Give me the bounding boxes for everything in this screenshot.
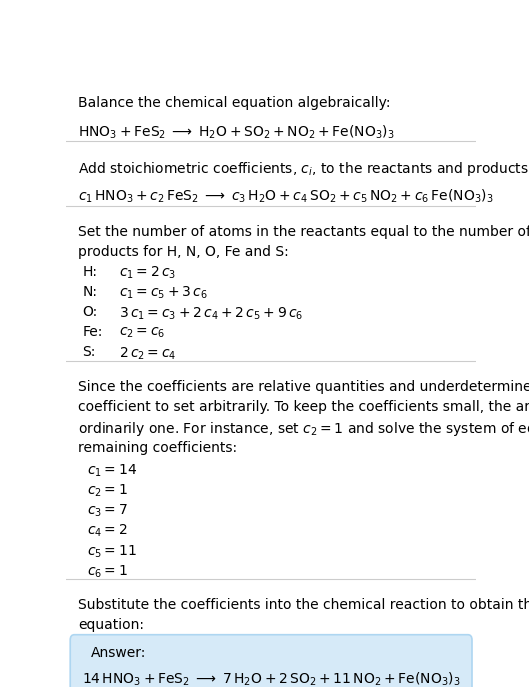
Text: $\mathrm{HNO_3 + FeS_2 \;\longrightarrow\; H_2O + SO_2 + NO_2 + Fe(NO_3)_3}$: $\mathrm{HNO_3 + FeS_2 \;\longrightarrow…	[78, 123, 395, 141]
Text: Fe:: Fe:	[83, 325, 103, 339]
Text: $c_1 = c_5 + 3\,c_6$: $c_1 = c_5 + 3\,c_6$	[120, 285, 208, 302]
Text: O:: O:	[83, 305, 98, 319]
FancyBboxPatch shape	[70, 635, 472, 687]
Text: $c_1 = 2\,c_3$: $c_1 = 2\,c_3$	[120, 265, 177, 282]
Text: H:: H:	[83, 265, 97, 279]
Text: $c_6 = 1$: $c_6 = 1$	[87, 563, 127, 580]
Text: remaining coefficients:: remaining coefficients:	[78, 440, 238, 455]
Text: Answer:: Answer:	[91, 646, 146, 660]
Text: N:: N:	[83, 285, 97, 299]
Text: $c_2 = c_6$: $c_2 = c_6$	[120, 325, 166, 339]
Text: S:: S:	[83, 346, 96, 359]
Text: $c_5 = 11$: $c_5 = 11$	[87, 543, 136, 560]
Text: Substitute the coefficients into the chemical reaction to obtain the balanced: Substitute the coefficients into the che…	[78, 598, 529, 612]
Text: $c_1\, \mathrm{HNO_3} + c_2\, \mathrm{FeS_2} \;\longrightarrow\; c_3\, \mathrm{H: $c_1\, \mathrm{HNO_3} + c_2\, \mathrm{Fe…	[78, 188, 494, 205]
Text: $14\, \mathrm{HNO_3} + \mathrm{FeS_2} \;\longrightarrow\; 7\, \mathrm{H_2O} + 2\: $14\, \mathrm{HNO_3} + \mathrm{FeS_2} \;…	[81, 671, 461, 687]
Text: Since the coefficients are relative quantities and underdetermined, choose a: Since the coefficients are relative quan…	[78, 381, 529, 394]
Text: $c_3 = 7$: $c_3 = 7$	[87, 503, 127, 519]
Text: Add stoichiometric coefficients, $c_i$, to the reactants and products:: Add stoichiometric coefficients, $c_i$, …	[78, 160, 529, 178]
Text: Balance the chemical equation algebraically:: Balance the chemical equation algebraica…	[78, 95, 391, 110]
Text: products for H, N, O, Fe and S:: products for H, N, O, Fe and S:	[78, 245, 289, 259]
Text: Set the number of atoms in the reactants equal to the number of atoms in the: Set the number of atoms in the reactants…	[78, 225, 529, 239]
Text: $3\,c_1 = c_3 + 2\,c_4 + 2\,c_5 + 9\,c_6$: $3\,c_1 = c_3 + 2\,c_4 + 2\,c_5 + 9\,c_6…	[120, 305, 304, 322]
Text: $2\,c_2 = c_4$: $2\,c_2 = c_4$	[120, 346, 177, 362]
Text: $c_1 = 14$: $c_1 = 14$	[87, 463, 136, 480]
Text: $c_2 = 1$: $c_2 = 1$	[87, 483, 127, 499]
Text: $c_4 = 2$: $c_4 = 2$	[87, 523, 127, 539]
Text: coefficient to set arbitrarily. To keep the coefficients small, the arbitrary va: coefficient to set arbitrarily. To keep …	[78, 401, 529, 414]
Text: equation:: equation:	[78, 618, 144, 632]
Text: ordinarily one. For instance, set $c_2 = 1$ and solve the system of equations fo: ordinarily one. For instance, set $c_2 =…	[78, 420, 529, 438]
